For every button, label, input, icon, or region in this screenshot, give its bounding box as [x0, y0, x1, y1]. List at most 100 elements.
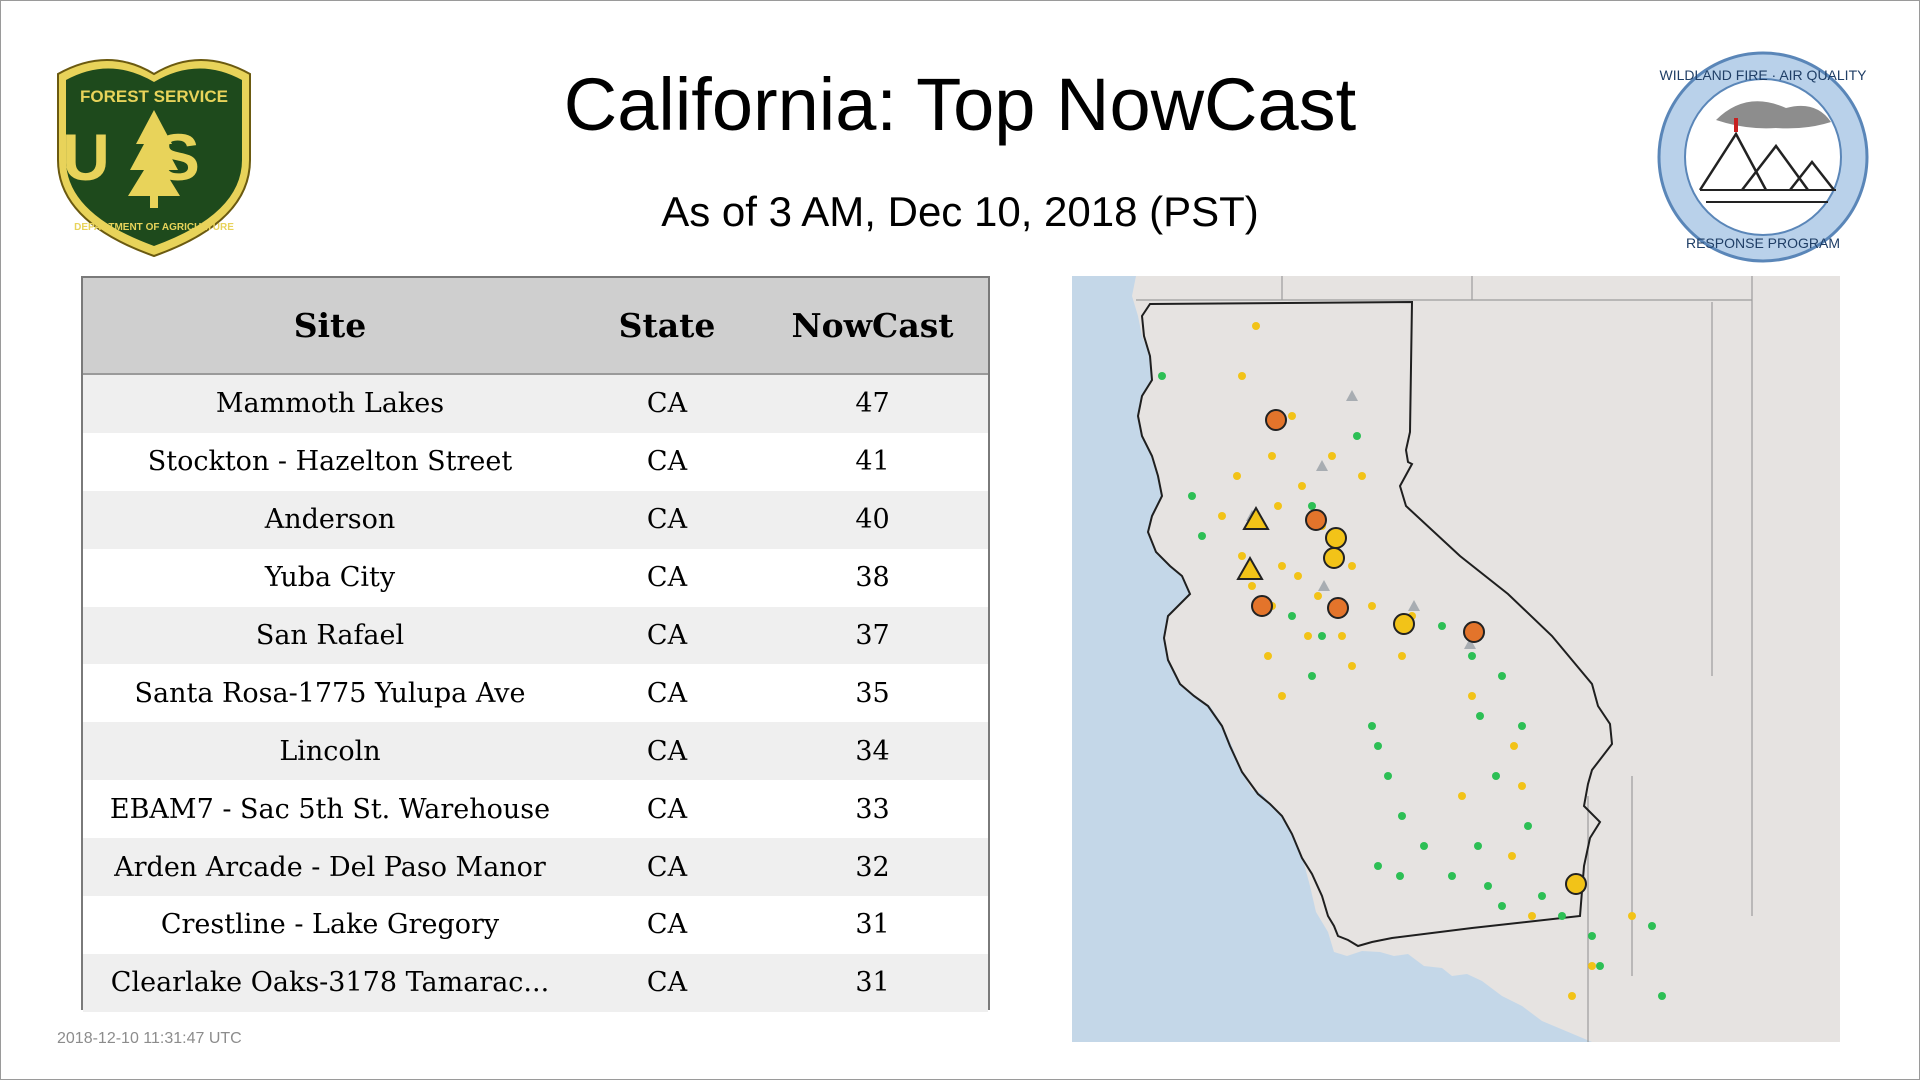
table-row: San Rafael CA 37 [83, 606, 988, 665]
cell-nowcast: 32 [855, 851, 890, 883]
monitor-dot[interactable] [1348, 562, 1356, 570]
table-row: Santa Rosa-1775 Yulupa Ave CA 35 [83, 664, 988, 723]
inactive-monitor-icon[interactable] [1346, 390, 1358, 401]
monitor-dot[interactable] [1368, 602, 1376, 610]
monitor-dot[interactable] [1448, 872, 1456, 880]
monitor-dot[interactable] [1538, 892, 1546, 900]
monitor-dot[interactable] [1498, 672, 1506, 680]
monitor-dot[interactable] [1510, 742, 1518, 750]
page-title: California: Top NowCast [563, 63, 1357, 146]
top-site-marker[interactable] [1393, 613, 1415, 635]
inactive-monitor-icon[interactable] [1408, 600, 1420, 611]
monitor-dot[interactable] [1398, 652, 1406, 660]
monitor-dot[interactable] [1518, 782, 1526, 790]
monitor-dot[interactable] [1476, 712, 1484, 720]
monitor-dot[interactable] [1458, 792, 1466, 800]
top-site-triangle-marker[interactable] [1236, 555, 1264, 580]
monitor-dot[interactable] [1288, 412, 1296, 420]
svg-text:RESPONSE PROGRAM: RESPONSE PROGRAM [1686, 235, 1840, 251]
table-row: EBAM7 - Sac 5th St. Warehouse CA 33 [83, 780, 988, 839]
monitor-dot[interactable] [1596, 962, 1604, 970]
cell-nowcast: 41 [855, 446, 890, 478]
inactive-monitor-icon[interactable] [1318, 580, 1330, 591]
cell-nowcast: 35 [855, 677, 890, 709]
table-header: Site State NowCast [83, 278, 988, 375]
monitor-dot[interactable] [1238, 372, 1246, 380]
monitor-dot[interactable] [1468, 652, 1476, 660]
california-monitor-map[interactable] [1072, 276, 1840, 1042]
monitor-dot[interactable] [1568, 992, 1576, 1000]
monitor-dot[interactable] [1158, 372, 1166, 380]
monitor-dot[interactable] [1314, 592, 1322, 600]
monitor-dot[interactable] [1658, 992, 1666, 1000]
monitor-dot[interactable] [1468, 692, 1476, 700]
monitor-dot[interactable] [1474, 842, 1482, 850]
svg-text:WILDLAND FIRE · AIR QUALITY: WILDLAND FIRE · AIR QUALITY [1660, 67, 1868, 83]
table-row: Lincoln CA 34 [83, 722, 988, 781]
top-site-marker[interactable] [1265, 409, 1287, 431]
monitor-dot[interactable] [1198, 532, 1206, 540]
monitor-dot[interactable] [1288, 612, 1296, 620]
monitor-dot[interactable] [1238, 552, 1246, 560]
monitor-dot[interactable] [1294, 572, 1302, 580]
monitor-dot[interactable] [1498, 902, 1506, 910]
top-site-marker[interactable] [1251, 595, 1273, 617]
table-row: Stockton - Hazelton Street CA 41 [83, 432, 988, 491]
monitor-dot[interactable] [1628, 912, 1636, 920]
monitor-dot[interactable] [1274, 502, 1282, 510]
monitor-dot[interactable] [1264, 652, 1272, 660]
monitor-dot[interactable] [1492, 772, 1500, 780]
monitor-dot[interactable] [1278, 692, 1286, 700]
cell-state: CA [646, 967, 688, 999]
column-header-nowcast: NowCast [791, 306, 954, 345]
top-site-marker[interactable] [1325, 527, 1347, 549]
monitor-dot[interactable] [1248, 582, 1256, 590]
monitor-dot[interactable] [1308, 672, 1316, 680]
cell-nowcast: 31 [855, 909, 890, 941]
page-subtitle: As of 3 AM, Dec 10, 2018 (PST) [661, 188, 1259, 235]
monitor-dot[interactable] [1348, 662, 1356, 670]
monitor-dot[interactable] [1358, 472, 1366, 480]
monitor-dot[interactable] [1298, 482, 1306, 490]
cell-state: CA [646, 909, 688, 941]
monitor-dot[interactable] [1318, 632, 1326, 640]
monitor-dot[interactable] [1484, 882, 1492, 890]
monitor-dot[interactable] [1233, 472, 1241, 480]
monitor-dot[interactable] [1374, 862, 1382, 870]
top-site-marker[interactable] [1305, 509, 1327, 531]
inactive-monitor-icon[interactable] [1464, 638, 1476, 649]
monitor-dot[interactable] [1268, 452, 1276, 460]
monitor-dot[interactable] [1218, 512, 1226, 520]
monitor-dot[interactable] [1420, 842, 1428, 850]
inactive-monitor-icon[interactable] [1316, 460, 1328, 471]
monitor-dot[interactable] [1374, 742, 1382, 750]
cell-nowcast: 40 [855, 504, 890, 536]
monitor-dot[interactable] [1396, 872, 1404, 880]
monitor-dot[interactable] [1524, 822, 1532, 830]
top-site-marker[interactable] [1463, 621, 1485, 643]
monitor-dot[interactable] [1338, 632, 1346, 640]
top-site-marker[interactable] [1327, 597, 1349, 619]
monitor-dot[interactable] [1558, 912, 1566, 920]
top-site-marker[interactable] [1323, 547, 1345, 569]
monitor-dot[interactable] [1588, 962, 1596, 970]
monitor-dot[interactable] [1648, 922, 1656, 930]
monitor-dot[interactable] [1518, 722, 1526, 730]
monitor-dot[interactable] [1528, 912, 1536, 920]
monitor-dot[interactable] [1252, 322, 1260, 330]
monitor-dot[interactable] [1368, 722, 1376, 730]
monitor-dot[interactable] [1384, 772, 1392, 780]
monitor-dot[interactable] [1353, 432, 1361, 440]
monitor-dot[interactable] [1328, 452, 1336, 460]
monitor-dot[interactable] [1588, 932, 1596, 940]
monitor-dot[interactable] [1438, 622, 1446, 630]
monitor-dot[interactable] [1304, 632, 1312, 640]
monitor-dot[interactable] [1308, 502, 1316, 510]
top-site-triangle-marker[interactable] [1242, 505, 1270, 530]
top-site-marker[interactable] [1565, 873, 1587, 895]
svg-text:US: US [62, 120, 246, 194]
monitor-dot[interactable] [1398, 812, 1406, 820]
monitor-dot[interactable] [1508, 852, 1516, 860]
monitor-dot[interactable] [1188, 492, 1196, 500]
monitor-dot[interactable] [1278, 562, 1286, 570]
